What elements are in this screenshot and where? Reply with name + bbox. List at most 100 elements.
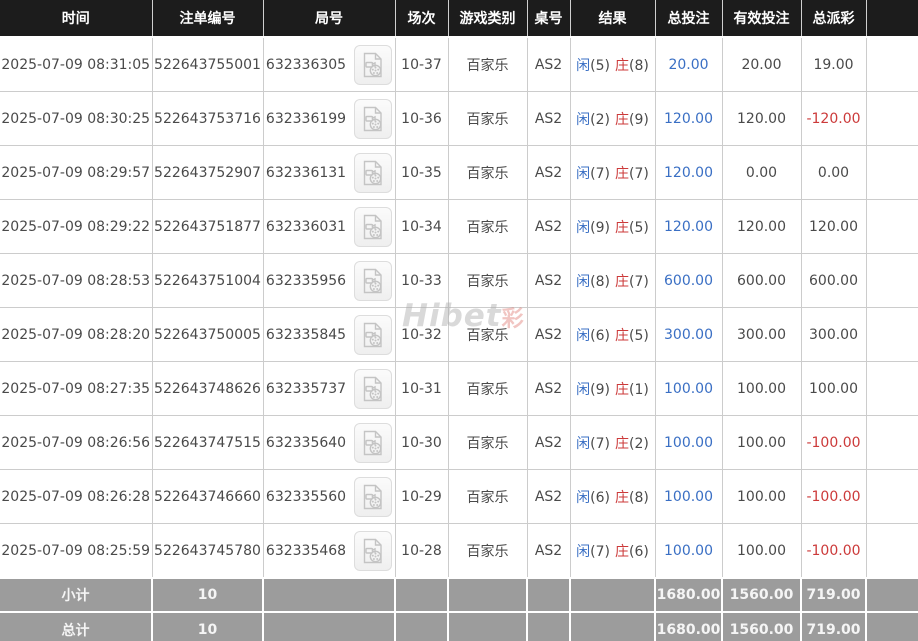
result-player-label: 闲 xyxy=(576,219,591,236)
video-replay-icon xyxy=(363,322,382,347)
video-replay-button[interactable] xyxy=(354,422,393,463)
table-row: 2025-07-09 08:30:25 522643753716 6323361… xyxy=(0,91,918,146)
cell-time: 2025-07-09 08:28:20 xyxy=(0,307,153,362)
result-banker-label: 庄 xyxy=(615,489,629,506)
cell-total-bet: 300.00 xyxy=(654,307,723,362)
result-banker-label: 庄 xyxy=(615,381,629,398)
cell-game-type: 百家乐 xyxy=(447,253,528,308)
cell-time: 2025-07-09 08:27:35 xyxy=(0,361,153,416)
cell-game-type: 百家乐 xyxy=(447,145,528,200)
video-replay-button[interactable] xyxy=(354,206,393,247)
result-banker-label: 庄 xyxy=(615,165,629,182)
cell-blank xyxy=(865,199,918,254)
cell-bet-id: 522643746660 xyxy=(151,469,264,524)
subtotal-empty xyxy=(569,577,656,612)
cell-table-no: AS2 xyxy=(526,361,571,416)
result-banker-label: 庄 xyxy=(615,273,629,290)
subtotal-payout: 719.00 xyxy=(800,577,867,612)
cell-valid-bet: 120.00 xyxy=(721,91,802,146)
col-header-payout: 总派彩 xyxy=(801,0,867,38)
cell-time: 2025-07-09 08:26:28 xyxy=(0,469,153,524)
video-replay-icon xyxy=(363,106,382,131)
cell-table-no: AS2 xyxy=(526,469,571,524)
result-player-score: (9) xyxy=(590,219,610,236)
total-total-bet: 1680.00 xyxy=(654,611,723,641)
cell-result: 闲(7) 庄(6) xyxy=(569,523,656,579)
result-banker-score: (1) xyxy=(629,381,649,398)
video-replay-button[interactable] xyxy=(354,368,393,409)
cell-total-bet: 100.00 xyxy=(654,361,723,416)
table-row: 2025-07-09 08:31:05 522643755001 6323363… xyxy=(0,36,918,92)
video-replay-button[interactable] xyxy=(354,476,393,517)
total-count: 10 xyxy=(151,611,264,641)
cell-time: 2025-07-09 08:28:53 xyxy=(0,253,153,308)
col-header-blank xyxy=(866,0,918,38)
cell-blank xyxy=(865,253,918,308)
video-replay-button[interactable] xyxy=(354,44,393,85)
cell-game-type: 百家乐 xyxy=(447,199,528,254)
cell-result: 闲(5) 庄(8) xyxy=(569,36,656,92)
total-label: 总计 xyxy=(0,611,153,641)
video-replay-button[interactable] xyxy=(354,530,393,571)
video-replay-button[interactable] xyxy=(354,314,393,355)
video-replay-button[interactable] xyxy=(354,98,393,139)
cell-game-type: 百家乐 xyxy=(447,469,528,524)
round-number: 632335468 xyxy=(265,542,347,559)
result-player-label: 闲 xyxy=(576,111,591,128)
cell-bet-id: 522643747515 xyxy=(151,415,264,470)
video-replay-icon xyxy=(363,376,382,401)
result-banker-score: (9) xyxy=(629,111,649,128)
round-number: 632335956 xyxy=(265,272,347,289)
round-number: 632335845 xyxy=(265,326,347,343)
video-replay-button[interactable] xyxy=(354,152,393,193)
result-player-score: (7) xyxy=(590,543,610,560)
cell-blank xyxy=(865,145,918,200)
result-player-score: (7) xyxy=(590,165,610,182)
cell-total-bet: 120.00 xyxy=(654,91,723,146)
video-replay-button[interactable] xyxy=(354,260,393,301)
cell-payout: -100.00 xyxy=(800,415,867,470)
cell-session: 10-31 xyxy=(394,361,449,416)
cell-time: 2025-07-09 08:25:59 xyxy=(0,523,153,579)
cell-blank xyxy=(865,415,918,470)
col-header-game-type: 游戏类别 xyxy=(448,0,528,38)
cell-round: 632336131 xyxy=(262,145,396,200)
table-row: 2025-07-09 08:26:28 522643746660 6323355… xyxy=(0,469,918,524)
video-replay-icon xyxy=(363,214,382,239)
cell-table-no: AS2 xyxy=(526,523,571,579)
cell-bet-id: 522643750005 xyxy=(151,307,264,362)
result-player-score: (6) xyxy=(590,327,610,344)
cell-payout: 100.00 xyxy=(800,361,867,416)
cell-table-no: AS2 xyxy=(526,415,571,470)
total-empty xyxy=(526,611,571,641)
cell-bet-id: 522643753716 xyxy=(151,91,264,146)
round-number: 632335640 xyxy=(265,434,347,451)
video-replay-icon xyxy=(363,52,382,77)
cell-valid-bet: 20.00 xyxy=(721,36,802,92)
cell-blank xyxy=(865,469,918,524)
col-header-session: 场次 xyxy=(395,0,449,38)
table-footer: 小计 10 1680.00 1560.00 719.00 总计 10 xyxy=(0,577,918,641)
cell-blank xyxy=(865,361,918,416)
result-banker-score: (6) xyxy=(629,543,649,560)
cell-bet-id: 522643748626 xyxy=(151,361,264,416)
cell-valid-bet: 100.00 xyxy=(721,415,802,470)
result-banker-label: 庄 xyxy=(615,57,629,74)
round-number: 632335737 xyxy=(265,380,347,397)
cell-bet-id: 522643752907 xyxy=(151,145,264,200)
cell-round: 632335560 xyxy=(262,469,396,524)
subtotal-valid-bet: 1560.00 xyxy=(721,577,802,612)
total-payout: 719.00 xyxy=(800,611,867,641)
total-empty xyxy=(447,611,528,641)
cell-round: 632335640 xyxy=(262,415,396,470)
result-banker-score: (2) xyxy=(629,435,649,452)
table-row: 2025-07-09 08:29:22 522643751877 6323360… xyxy=(0,199,918,254)
cell-game-type: 百家乐 xyxy=(447,91,528,146)
cell-total-bet: 100.00 xyxy=(654,523,723,579)
cell-round: 632336031 xyxy=(262,199,396,254)
result-player-label: 闲 xyxy=(576,435,591,452)
cell-blank xyxy=(865,36,918,92)
cell-result: 闲(7) 庄(7) xyxy=(569,145,656,200)
cell-valid-bet: 0.00 xyxy=(721,145,802,200)
